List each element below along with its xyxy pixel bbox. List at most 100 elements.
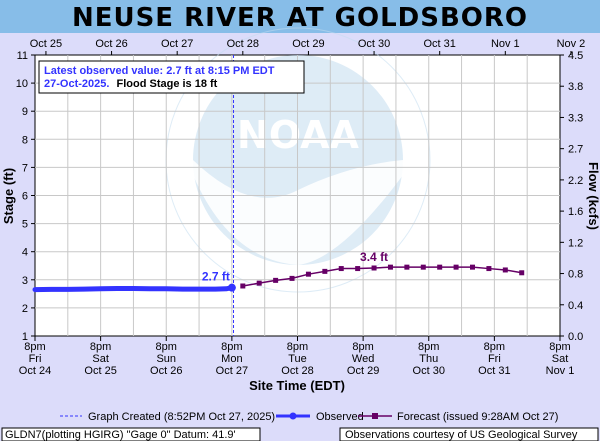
forecast-point (470, 264, 475, 270)
y-tick-label: 10 (16, 78, 28, 90)
y2-tick-label: 2.2 (568, 175, 583, 187)
y-tick-label: 2 (22, 303, 28, 315)
footer-credit: Observations courtesy of US Geological S… (345, 429, 578, 441)
x-tick-time: 8pm (287, 341, 308, 353)
info-box: Latest observed value: 2.7 ft at 8:15 PM… (38, 60, 305, 94)
forecast-point (289, 275, 295, 281)
forecast-point (502, 267, 508, 273)
forecast-point (404, 264, 410, 270)
y2-tick-label: 4.5 (568, 50, 583, 62)
forecast-point (453, 264, 459, 270)
y2-tick-label: 3.3 (568, 112, 583, 124)
y-tick-label: 7 (22, 162, 28, 174)
forecast-point (338, 266, 344, 272)
x-tick-date: Oct 31 (478, 365, 510, 377)
y-tick-label: 8 (22, 134, 28, 146)
svg-text:27-Oct-2025. Flood Stage: 27-Oct-2025. Flood Stage is 18 ft (44, 78, 218, 90)
y2-tick-label: 1.2 (568, 237, 583, 249)
y2-tick-label: 0.8 (568, 269, 583, 281)
y-tick-label: 6 (22, 191, 28, 203)
top-date-label: Oct 27 (161, 38, 193, 50)
y2-tick-label: 2.7 (568, 144, 583, 156)
top-date-label: Oct 25 (30, 38, 62, 50)
y2-axis-title: Flow (kcfs) (586, 162, 600, 230)
y2-tick-label: 0.0 (568, 331, 583, 343)
observed-point (227, 283, 236, 292)
top-date-label: Oct 26 (95, 38, 127, 50)
x-tick-day: Fri (29, 353, 42, 365)
x-tick-date: Nov 1 (546, 365, 575, 377)
y-tick-label: 3 (22, 275, 28, 287)
legend-forecast: Forecast (issued 9:28AM Oct 27) (397, 411, 558, 423)
annotation-label: 3.4 ft (360, 250, 388, 264)
x-tick-day: Sat (92, 353, 109, 365)
x-tick-time: 8pm (221, 341, 242, 353)
x-tick-date: Oct 29 (347, 365, 379, 377)
top-date-label: Nov 2 (557, 38, 586, 50)
legend: Graph Created (8:52PM Oct 27, 2025) Obse… (60, 411, 558, 423)
x-tick-date: Oct 30 (413, 365, 445, 377)
x-tick-date: Oct 25 (84, 365, 116, 377)
footer: GLDN7(plotting HGIRG) "Gage 0" Datum: 41… (1, 427, 599, 441)
top-date-label: Oct 31 (423, 38, 455, 50)
title-band (0, 0, 600, 33)
forecast-point (486, 266, 492, 272)
x-tick-day: Sat (552, 353, 569, 365)
forecast-line (242, 266, 522, 287)
x-tick-time: 8pm (156, 341, 177, 353)
y2-tick-label: 3.8 (568, 81, 583, 93)
x-tick-day: Thu (419, 353, 438, 365)
x-tick-time: 8pm (352, 341, 373, 353)
grid-lines (31, 51, 572, 341)
y-tick-label: 5 (22, 219, 28, 231)
noaa-logo-text: NOAA (237, 113, 359, 157)
forecast-point (256, 280, 262, 286)
legend-graph-created: Graph Created (8:52PM Oct 27, 2025) (88, 411, 275, 423)
x-tick-date: Oct 27 (216, 365, 248, 377)
top-date-label: Oct 29 (292, 38, 324, 50)
x-tick-date: Oct 26 (150, 365, 182, 377)
y-tick-label: 1 (22, 331, 28, 343)
legend-observed: Observed (316, 411, 364, 423)
x-tick-time: 8pm (24, 341, 45, 353)
x-tick-date: Oct 28 (281, 365, 313, 377)
forecast-point (371, 265, 377, 271)
axis-labels: 1 2 3 4 5 6 7 8 9 10 11 0.0 0.4 0.8 1.2 1.6 2.2 2.7 3.3 3.8… (16, 38, 586, 377)
x-tick-time: 8pm (549, 341, 570, 353)
x-tick-time: 8pm (484, 341, 505, 353)
y-tick-label: 9 (22, 106, 28, 118)
y-axis-title: Stage (ft) (1, 168, 16, 224)
x-tick-day: Wed (352, 353, 374, 365)
top-date-label: Oct 30 (358, 38, 390, 50)
top-date-label: Nov 1 (491, 38, 520, 50)
y2-tick-label: 1.6 (568, 206, 583, 218)
info-box-date: 27-Oct-2025. (44, 78, 109, 90)
forecast-point (420, 264, 426, 270)
forecast-point (273, 277, 279, 283)
forecast-point (519, 270, 525, 276)
x-tick-day: Mon (221, 353, 242, 365)
x-tick-day: Sun (156, 353, 176, 365)
x-tick-time: 8pm (418, 341, 439, 353)
annotation-label: 2.7 ft (202, 270, 230, 284)
x-tick-time: 8pm (90, 341, 111, 353)
y-tick-label: 4 (22, 247, 28, 259)
x-tick-date: Oct 24 (19, 365, 51, 377)
top-date-label: Oct 28 (227, 38, 259, 50)
series-curves (32, 55, 525, 336)
x-axis-title: Site Time (EDT) (249, 378, 345, 393)
observed-line (32, 285, 235, 293)
forecast-point (355, 266, 361, 272)
forecast-point (387, 264, 393, 270)
forecast-point (437, 264, 443, 270)
y-tick-label: 11 (17, 50, 28, 62)
info-box-flood-stage: Flood Stage is 18 ft (117, 78, 218, 90)
info-box-line1: Latest observed value: 2.7 ft at 8:15 PM… (44, 65, 275, 77)
footer-datum: GLDN7(plotting HGIRG) "Gage 0" Datum: 41… (5, 429, 236, 441)
y2-tick-label: 0.4 (568, 300, 583, 312)
forecast-point (305, 271, 311, 277)
forecast-point (322, 268, 328, 274)
x-tick-day: Tue (288, 353, 307, 365)
x-tick-day: Fri (488, 353, 501, 365)
